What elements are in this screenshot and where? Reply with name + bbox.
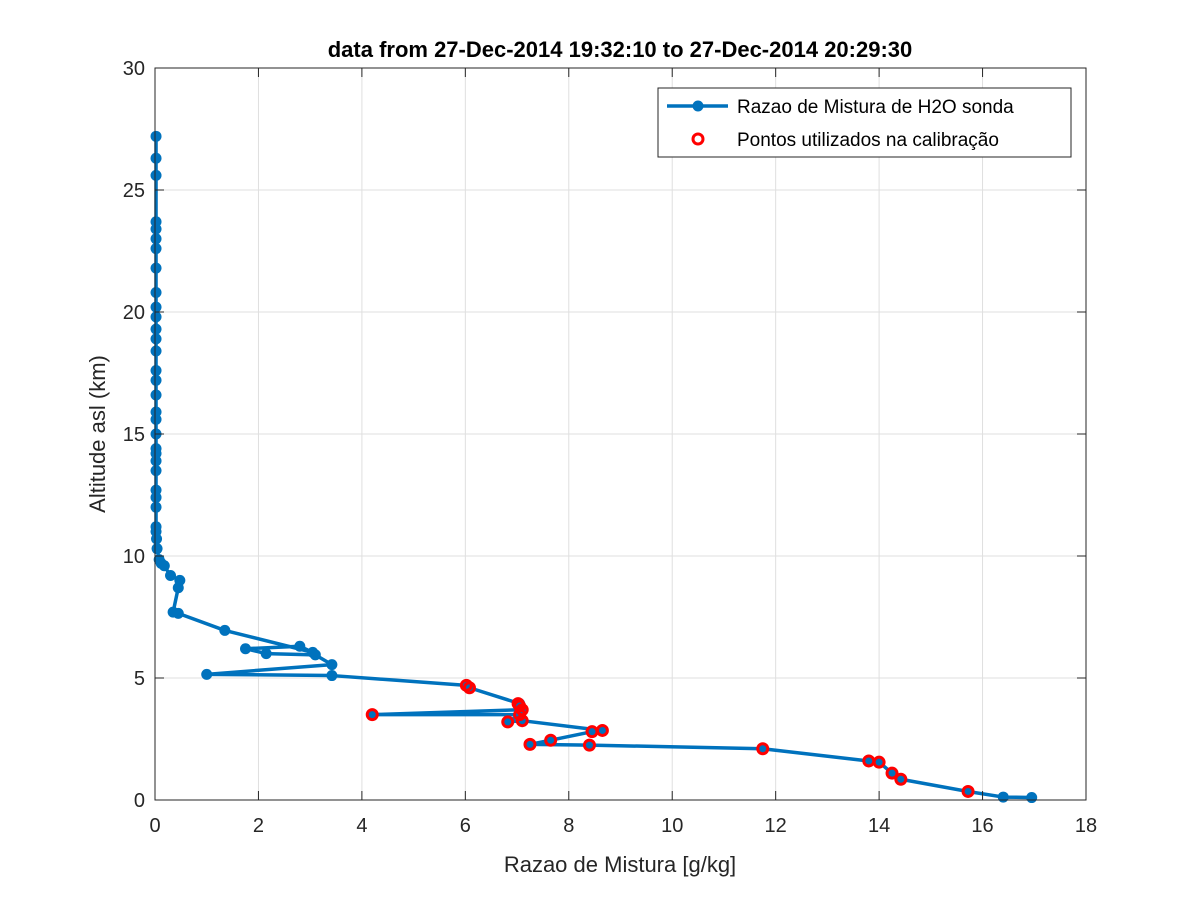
y-tick-label: 25 — [123, 180, 145, 202]
series-layer — [150, 130, 1038, 804]
calibration-point — [595, 723, 609, 737]
data-point — [165, 570, 177, 582]
data-point — [167, 606, 179, 618]
x-tick-label: 16 — [971, 815, 993, 837]
data-point — [150, 169, 162, 181]
y-tick-label: 15 — [123, 424, 145, 446]
legend-label-calibration: Pontos utilizados na calibração — [737, 130, 999, 151]
calibration-point — [894, 772, 908, 786]
data-point — [150, 152, 162, 164]
legend-marker-calibration — [691, 132, 705, 146]
x-tick-label: 18 — [1075, 815, 1097, 837]
x-tick-label: 10 — [661, 815, 683, 837]
y-tick-labels: 0 5 10 15 20 25 30 — [123, 58, 145, 812]
x-tick-label: 8 — [563, 815, 574, 837]
data-point — [326, 670, 338, 682]
x-tick-label: 6 — [460, 815, 471, 837]
x-tick-label: 12 — [765, 815, 787, 837]
data-point — [150, 216, 162, 228]
x-tick-label: 4 — [356, 815, 367, 837]
data-point — [307, 646, 319, 658]
y-tick-label: 20 — [123, 302, 145, 324]
data-point — [150, 130, 162, 142]
y-tick-label: 0 — [134, 790, 145, 812]
data-point — [326, 659, 338, 671]
calibration-point — [459, 678, 473, 692]
x-tick-label: 0 — [149, 815, 160, 837]
y-tick-label: 10 — [123, 546, 145, 568]
calibration-point — [862, 754, 876, 768]
data-point — [260, 648, 272, 660]
legend-label-h2o: Razao de Mistura de H2O sonda — [737, 97, 1014, 118]
data-point — [294, 640, 306, 652]
data-point — [150, 323, 162, 335]
data-point — [997, 791, 1009, 803]
data-point — [174, 574, 186, 586]
calibration-point — [885, 766, 899, 780]
legend-marker-h2o — [692, 100, 704, 112]
data-point — [219, 624, 231, 636]
x-tick-label: 14 — [868, 815, 890, 837]
legend-box — [657, 87, 1072, 158]
data-point — [150, 484, 162, 496]
y-tick-label: 5 — [134, 668, 145, 690]
chart-title: data from 27-Dec-2014 19:32:10 to 27-Dec… — [328, 37, 913, 62]
legend: Razao de Mistura de H2O sonda Pontos uti… — [657, 87, 1072, 158]
x-tick-label: 2 — [253, 815, 264, 837]
calibration-point — [523, 737, 537, 751]
data-point — [150, 501, 162, 513]
data-point — [150, 521, 162, 533]
tick-marks — [154, 67, 1087, 801]
data-point — [1026, 792, 1038, 804]
data-point — [150, 301, 162, 313]
y-tick-label: 30 — [123, 58, 145, 80]
data-point — [150, 406, 162, 418]
data-point — [150, 286, 162, 298]
data-point — [150, 465, 162, 477]
data-point — [153, 554, 165, 566]
calibration-point — [961, 784, 975, 798]
calibration-point — [501, 715, 515, 729]
data-point — [150, 333, 162, 345]
data-point — [150, 389, 162, 401]
series-1 — [365, 678, 975, 798]
data-point — [150, 374, 162, 386]
data-point — [201, 668, 213, 680]
data-point — [150, 233, 162, 245]
calibration-point — [511, 697, 525, 711]
data-point — [240, 643, 252, 655]
data-point — [150, 345, 162, 357]
data-point — [150, 262, 162, 274]
data-point — [150, 443, 162, 455]
y-axis-label: Altitude asl (km) — [85, 355, 110, 513]
data-point — [150, 243, 162, 255]
x-tick-labels: 0 2 4 6 8 10 12 14 16 18 — [149, 815, 1097, 837]
calibration-point — [582, 738, 596, 752]
calibration-point — [756, 742, 770, 756]
data-point — [150, 365, 162, 377]
calibration-point — [544, 733, 558, 747]
data-point — [151, 543, 163, 555]
x-axis-label: Razao de Mistura [g/kg] — [504, 852, 736, 877]
data-point — [150, 311, 162, 323]
calibration-point — [365, 708, 379, 722]
